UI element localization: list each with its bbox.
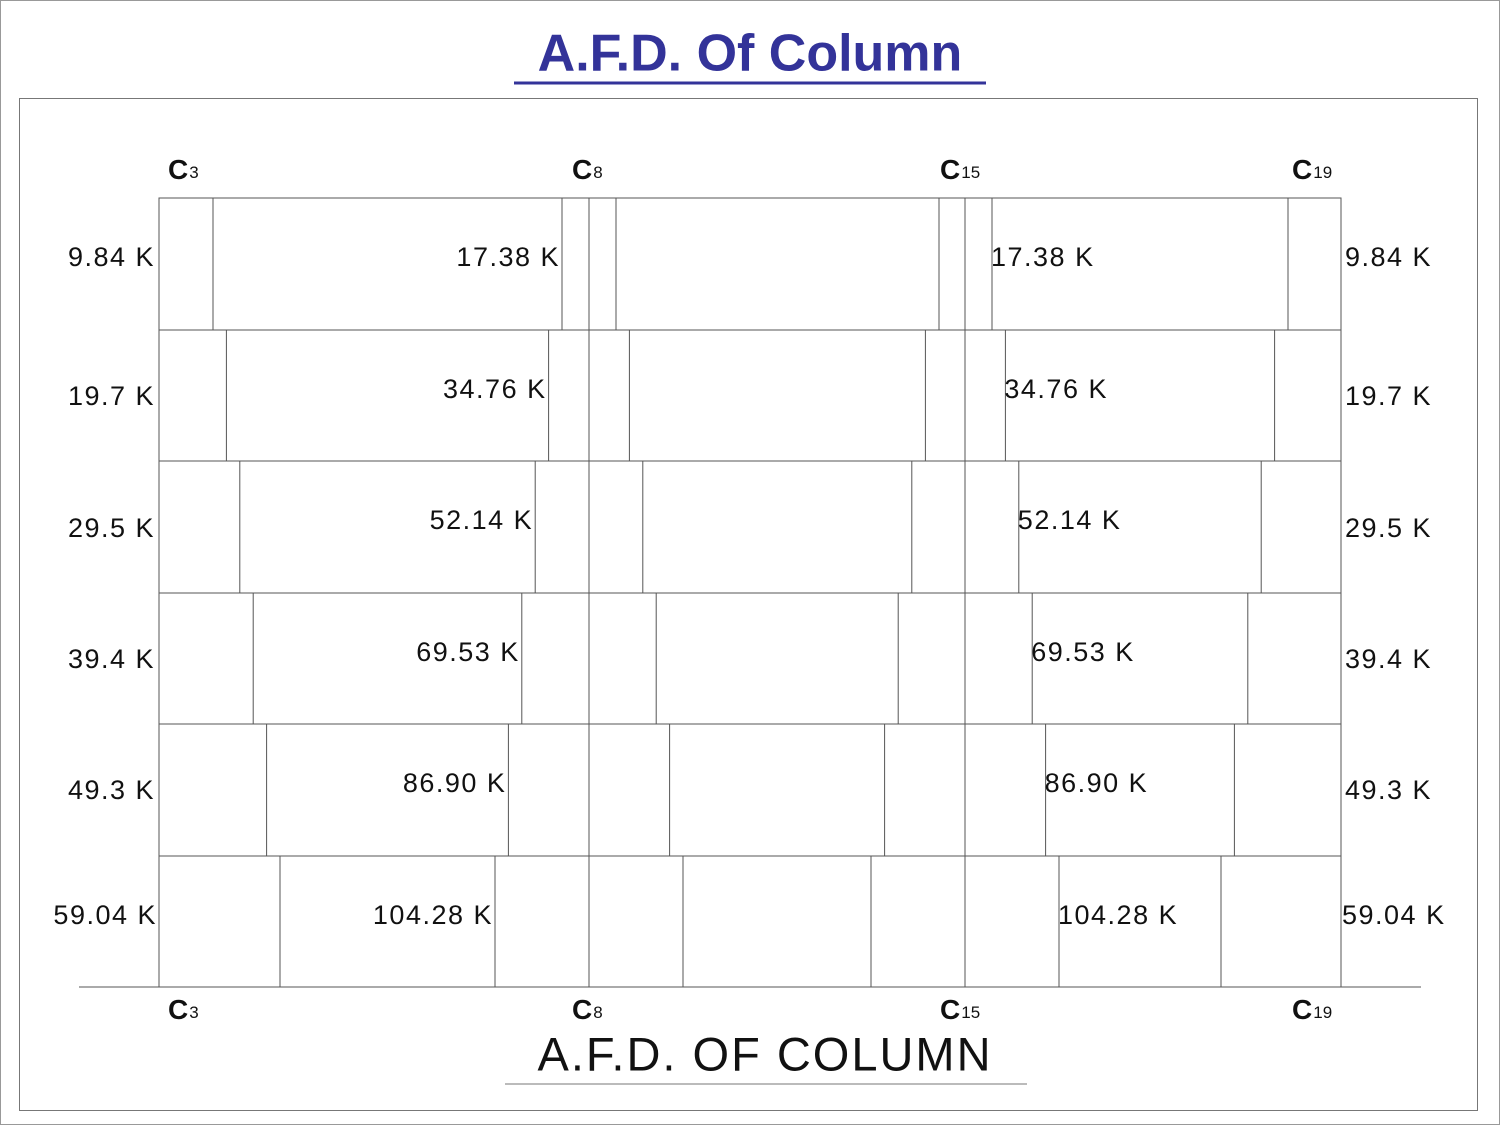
column-number: 8 xyxy=(593,1003,602,1022)
force-label: 19.7 K xyxy=(68,381,155,411)
force-label: 17.38 K xyxy=(456,242,560,272)
force-label: 59.04 K xyxy=(1342,900,1446,930)
column-label: C15 xyxy=(940,994,980,1025)
column-letter: C xyxy=(940,154,960,185)
force-label: 59.04 K xyxy=(53,900,157,930)
column-label: C15 xyxy=(940,154,980,185)
force-label: 52.14 K xyxy=(1018,505,1122,535)
afd: 9.84 K 19.7 K 29.5 K 39.4 K 49.3 K 59.04 K 17.… xyxy=(53,154,1446,1025)
force-label: 29.5 K xyxy=(1345,513,1432,543)
caption: A.F.D. OF COLUMN xyxy=(537,1027,992,1080)
force-label: 104.28 K xyxy=(373,900,493,930)
force-label: 104.28 K xyxy=(1058,900,1178,930)
force-block xyxy=(1220,855,1342,988)
column-number: 15 xyxy=(961,163,980,182)
column-label: C8 xyxy=(572,154,603,185)
force-label: 19.7 K xyxy=(1345,381,1432,411)
force-label: 17.38 K xyxy=(991,242,1095,272)
column-label: C8 xyxy=(572,994,603,1025)
force-label: 9.84 K xyxy=(68,242,155,272)
column-letter: C xyxy=(1292,994,1312,1025)
column-letter: C xyxy=(572,994,592,1025)
force-label: 39.4 K xyxy=(1345,644,1432,674)
force-label: 39.4 K xyxy=(68,644,155,674)
column-label: C3 xyxy=(168,994,199,1025)
force-block xyxy=(158,855,281,988)
drawing-frame xyxy=(19,98,1478,1111)
column-letter: C xyxy=(572,154,592,185)
column-number: 3 xyxy=(189,1003,198,1022)
force-block xyxy=(870,855,1060,988)
force-label: 52.14 K xyxy=(430,505,534,535)
force-label: 86.90 K xyxy=(1045,768,1149,798)
force-label: 86.90 K xyxy=(403,768,507,798)
column-letter: C xyxy=(168,994,188,1025)
column-number: 19 xyxy=(1313,163,1332,182)
column-label: C3 xyxy=(168,154,199,185)
force-label: 34.76 K xyxy=(443,374,547,404)
force-label: 34.76 K xyxy=(1004,374,1108,404)
column-letter: C xyxy=(940,994,960,1025)
column-number: 8 xyxy=(593,163,602,182)
column-letter: C xyxy=(1292,154,1312,185)
force-label: 29.5 K xyxy=(68,513,155,543)
column-label: C19 xyxy=(1292,994,1332,1025)
force-block xyxy=(494,855,684,988)
column-number: 19 xyxy=(1313,1003,1332,1022)
column-number: 3 xyxy=(189,163,198,182)
force-label: 9.84 K xyxy=(1345,242,1432,272)
title: A.F.D. Of Column xyxy=(538,25,963,83)
force-label: 69.53 K xyxy=(1031,637,1135,667)
column-number: 15 xyxy=(961,1003,980,1022)
force-label: 49.3 K xyxy=(68,775,155,805)
column-letter: C xyxy=(168,154,188,185)
column-label: C19 xyxy=(1292,154,1332,185)
force-label: 69.53 K xyxy=(416,637,520,667)
force-label: 49.3 K xyxy=(1345,775,1432,805)
